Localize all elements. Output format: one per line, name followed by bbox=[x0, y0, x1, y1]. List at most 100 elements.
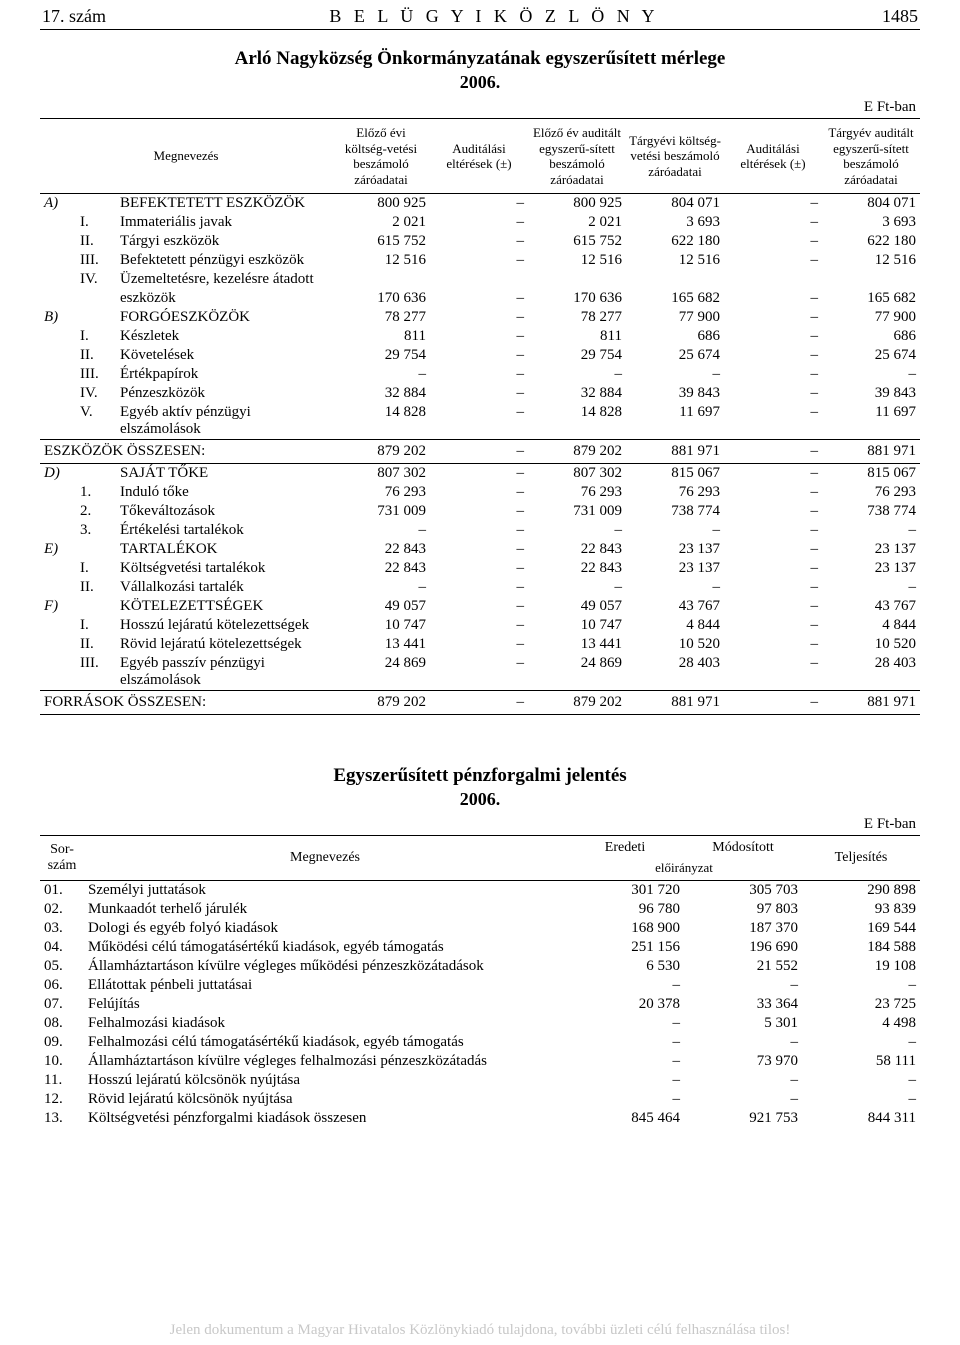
cell: – bbox=[430, 403, 528, 440]
cell: 622 180 bbox=[626, 232, 724, 251]
row-sub bbox=[76, 289, 116, 308]
row-mark bbox=[40, 403, 76, 440]
cell: 20 378 bbox=[566, 995, 684, 1014]
table1-year: 2006. bbox=[40, 72, 920, 93]
cell: – bbox=[724, 654, 822, 691]
row-mark bbox=[40, 270, 76, 289]
cell: 39 843 bbox=[626, 384, 724, 403]
cell: 169 544 bbox=[802, 919, 920, 938]
row-label: Induló tőke bbox=[116, 483, 332, 502]
balance-table: Megnevezés Előző évi költség-vetési besz… bbox=[40, 118, 920, 715]
row-label: Hosszú lejáratú kölcsönök nyújtása bbox=[84, 1071, 566, 1090]
cell: 738 774 bbox=[626, 502, 724, 521]
cell: 25 674 bbox=[822, 346, 920, 365]
cell: – bbox=[430, 483, 528, 502]
cell: 12 516 bbox=[332, 251, 430, 270]
cell: – bbox=[724, 464, 822, 484]
cell: 622 180 bbox=[822, 232, 920, 251]
row-sub bbox=[76, 308, 116, 327]
cell: – bbox=[332, 578, 430, 597]
cell: – bbox=[626, 365, 724, 384]
cell: 2 021 bbox=[332, 213, 430, 232]
cell: 807 302 bbox=[528, 464, 626, 484]
row-mark bbox=[40, 616, 76, 635]
row-number: 09. bbox=[40, 1033, 84, 1052]
cell: 12 516 bbox=[528, 251, 626, 270]
cell: – bbox=[626, 578, 724, 597]
cell: – bbox=[724, 540, 822, 559]
cell: 32 884 bbox=[332, 384, 430, 403]
cell: 615 752 bbox=[528, 232, 626, 251]
cell bbox=[626, 270, 724, 289]
cell: 29 754 bbox=[332, 346, 430, 365]
cell: – bbox=[724, 365, 822, 384]
cell: – bbox=[684, 976, 802, 995]
table-row: 2.Tőkeváltozások731 009–731 009738 774–7… bbox=[40, 502, 920, 521]
cell: 881 971 bbox=[822, 440, 920, 464]
cell: – bbox=[430, 502, 528, 521]
cell: – bbox=[684, 1033, 802, 1052]
cell: 11 697 bbox=[626, 403, 724, 440]
cell: 738 774 bbox=[822, 502, 920, 521]
table-row: FORRÁSOK ÖSSZESEN:879 202–879 202881 971… bbox=[40, 691, 920, 715]
cell: 196 690 bbox=[684, 938, 802, 957]
cell: – bbox=[528, 521, 626, 540]
row-sub: V. bbox=[76, 403, 116, 440]
table-row: 09.Felhalmozási célú támogatásértékű kia… bbox=[40, 1033, 920, 1052]
table-row: ESZKÖZÖK ÖSSZESEN:879 202–879 202881 971… bbox=[40, 440, 920, 464]
row-sub: I. bbox=[76, 327, 116, 346]
cell: 21 552 bbox=[684, 957, 802, 976]
cell: 22 843 bbox=[528, 559, 626, 578]
row-label: Egyéb aktív pénzügyi elszámolások bbox=[116, 403, 332, 440]
cell: 49 057 bbox=[332, 597, 430, 616]
row-mark bbox=[40, 213, 76, 232]
cell: – bbox=[528, 578, 626, 597]
cell: – bbox=[566, 1033, 684, 1052]
row-sub: III. bbox=[76, 654, 116, 691]
col-c6: Tárgyév auditált egyszerű-sített beszámo… bbox=[822, 119, 920, 194]
cell: – bbox=[724, 635, 822, 654]
cell bbox=[528, 270, 626, 289]
cell: – bbox=[684, 1071, 802, 1090]
cell: 879 202 bbox=[528, 691, 626, 715]
row-number: 02. bbox=[40, 900, 84, 919]
cell: – bbox=[724, 578, 822, 597]
table-row: A)BEFEKTETETT ESZKÖZÖK800 925–800 925804… bbox=[40, 194, 920, 214]
row-mark bbox=[40, 559, 76, 578]
row-mark bbox=[40, 521, 76, 540]
row-label: Személyi juttatások bbox=[84, 881, 566, 901]
row-mark bbox=[40, 483, 76, 502]
row-label: FORGÓESZKÖZÖK bbox=[116, 308, 332, 327]
cell: – bbox=[724, 251, 822, 270]
row-label: Vállalkozási tartalék bbox=[116, 578, 332, 597]
cell: – bbox=[430, 540, 528, 559]
cell: 815 067 bbox=[626, 464, 724, 484]
row-sub: 2. bbox=[76, 502, 116, 521]
table-row: F)KÖTELEZETTSÉGEK49 057–49 05743 767–43 … bbox=[40, 597, 920, 616]
cell: 2 021 bbox=[528, 213, 626, 232]
cell: 13 441 bbox=[528, 635, 626, 654]
cell: 844 311 bbox=[802, 1109, 920, 1128]
row-label: Készletek bbox=[116, 327, 332, 346]
table-row: III.Értékpapírok–––––– bbox=[40, 365, 920, 384]
cell: – bbox=[566, 976, 684, 995]
cell: 24 869 bbox=[528, 654, 626, 691]
row-mark bbox=[40, 327, 76, 346]
row-label: Felhalmozási kiadások bbox=[84, 1014, 566, 1033]
table-row: B)FORGÓESZKÖZÖK78 277–78 27777 900–77 90… bbox=[40, 308, 920, 327]
table-row: I.Immateriális javak2 021–2 0213 693–3 6… bbox=[40, 213, 920, 232]
cell: 881 971 bbox=[626, 440, 724, 464]
row-label: Követelések bbox=[116, 346, 332, 365]
cell: 77 900 bbox=[626, 308, 724, 327]
row-label: Üzemeltetésre, kezelésre átadott bbox=[116, 270, 332, 289]
row-mark bbox=[40, 578, 76, 597]
cell: 23 725 bbox=[802, 995, 920, 1014]
cell: 78 277 bbox=[332, 308, 430, 327]
cell: – bbox=[724, 327, 822, 346]
running-header: 17. szám B E L Ü G Y I K Ö Z L Ö N Y 148… bbox=[40, 0, 920, 30]
row-label: Egyéb passzív pénzügyi elszámolások bbox=[116, 654, 332, 691]
cell: – bbox=[724, 384, 822, 403]
cell: – bbox=[724, 691, 822, 715]
cell: 22 843 bbox=[332, 540, 430, 559]
row-mark: F) bbox=[40, 597, 76, 616]
